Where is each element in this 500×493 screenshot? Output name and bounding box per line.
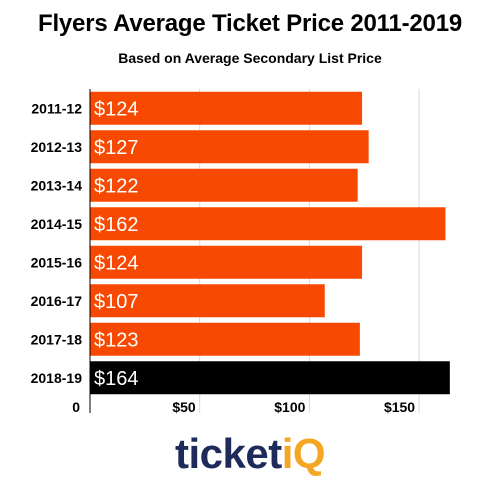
category-label: 2018-19 xyxy=(31,370,83,386)
bar-value-label: $124 xyxy=(94,98,139,120)
ticketiq-logo: ticketiQ xyxy=(0,430,500,478)
category-label: 2012-13 xyxy=(31,139,83,155)
bar-value-label: $107 xyxy=(94,291,139,313)
category-label: 2015-16 xyxy=(31,254,83,270)
category-label: 2016-17 xyxy=(31,293,83,309)
bar-value-label: $122 xyxy=(94,175,139,197)
x-tick-label: $150 xyxy=(384,399,415,415)
bar xyxy=(90,245,363,279)
bar xyxy=(90,130,369,164)
chart-title: Flyers Average Ticket Price 2011-2019 xyxy=(37,10,462,37)
bar xyxy=(90,168,358,202)
bar xyxy=(90,284,325,318)
logo-text-ticket: ticket xyxy=(174,430,282,477)
x-tick-label: $50 xyxy=(172,399,196,415)
x-tick-label: $100 xyxy=(274,399,305,415)
bar-chart: $124 2011-12 $127 2012-13 $122 2013-14 $162 201… xyxy=(31,89,450,415)
bar-value-label: $127 xyxy=(94,137,139,159)
bar-value-label: $164 xyxy=(94,368,139,390)
category-label: 2017-18 xyxy=(31,331,83,347)
bar xyxy=(90,207,446,241)
category-label: 2014-15 xyxy=(31,216,83,232)
bar-value-label: $162 xyxy=(94,214,139,236)
bar-value-label: $123 xyxy=(94,329,139,351)
logo-text-iq: iQ xyxy=(281,430,326,477)
x-tick-label: 0 xyxy=(72,399,80,415)
bar xyxy=(90,322,360,356)
category-label: 2011-12 xyxy=(31,100,82,116)
chart-subtitle: Based on Average Secondary List Price xyxy=(118,50,382,66)
bar xyxy=(90,91,363,125)
bar xyxy=(90,361,450,395)
category-label: 2013-14 xyxy=(31,177,83,193)
bar-value-label: $124 xyxy=(94,252,139,274)
